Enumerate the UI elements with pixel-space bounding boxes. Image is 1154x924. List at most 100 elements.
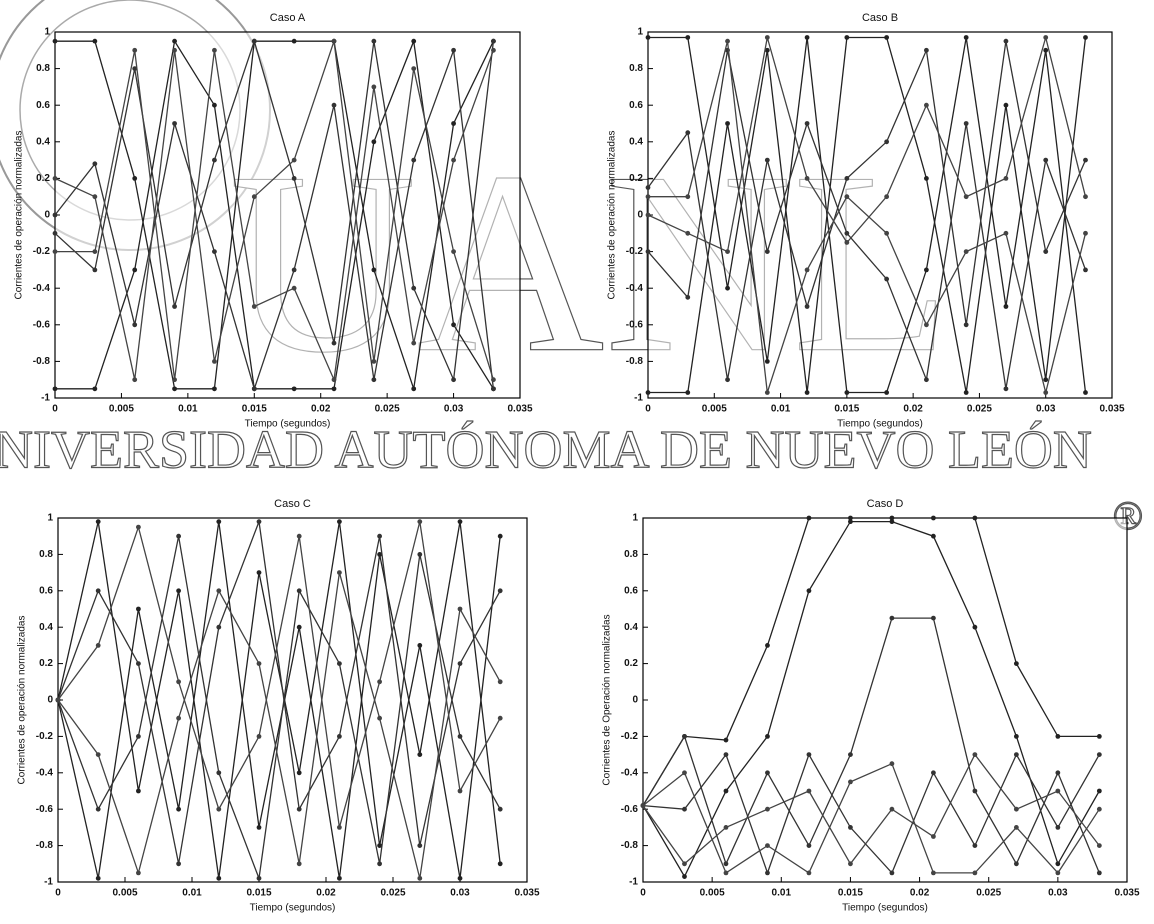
point-marker xyxy=(92,161,98,167)
point-marker xyxy=(645,185,651,190)
y-tick-label: -0.4 xyxy=(621,767,639,778)
point-marker xyxy=(645,35,651,40)
point-marker xyxy=(132,322,138,328)
point-marker xyxy=(972,843,978,848)
point-marker xyxy=(371,377,377,383)
point-marker xyxy=(804,304,810,309)
point-marker xyxy=(963,121,969,126)
point-marker xyxy=(931,834,936,839)
point-marker xyxy=(682,874,687,879)
point-marker xyxy=(256,519,262,525)
point-marker xyxy=(1096,734,1102,739)
point-marker xyxy=(764,390,770,395)
x-axis-label: Tiempo (segundos) xyxy=(250,903,336,914)
x-axis-label: Tiempo (segundos) xyxy=(842,903,928,914)
y-tick-label: -0.8 xyxy=(621,840,639,851)
point-marker xyxy=(337,570,342,575)
point-marker xyxy=(216,806,222,812)
point-marker xyxy=(685,390,691,395)
point-marker xyxy=(251,304,257,309)
point-marker xyxy=(491,47,496,53)
x-axis-label: Tiempo (segundos) xyxy=(837,419,923,430)
y-tick-label: 0.6 xyxy=(39,585,53,596)
x-tick-label: 0.03 xyxy=(1036,404,1056,415)
point-marker xyxy=(92,194,98,200)
point-marker xyxy=(251,386,257,392)
x-tick-label: 0.005 xyxy=(109,404,134,415)
series-line xyxy=(57,521,501,828)
point-marker xyxy=(216,588,222,594)
point-marker xyxy=(972,870,978,876)
point-marker xyxy=(377,861,382,867)
x-tick-label: 0.02 xyxy=(910,888,930,899)
point-marker xyxy=(685,130,691,136)
point-marker xyxy=(291,267,297,273)
point-marker xyxy=(216,519,222,525)
x-tick-label: 0.035 xyxy=(507,404,532,415)
point-marker xyxy=(806,752,812,757)
point-marker xyxy=(725,249,730,255)
point-marker xyxy=(765,843,770,848)
x-tick-label: 0.015 xyxy=(246,888,271,899)
y-tick-label: -1 xyxy=(629,877,638,888)
x-tick-label: 0.025 xyxy=(375,404,400,415)
point-marker xyxy=(1003,230,1009,236)
point-marker xyxy=(172,47,177,53)
point-marker xyxy=(806,788,812,794)
point-marker xyxy=(457,519,463,525)
point-marker xyxy=(723,737,729,743)
point-marker xyxy=(1096,870,1102,876)
plot-area xyxy=(642,517,1128,883)
point-marker xyxy=(251,38,257,44)
y-tick-label: 0.6 xyxy=(624,585,638,596)
point-marker xyxy=(844,230,850,236)
point-marker xyxy=(723,788,729,794)
chart-title: Caso A xyxy=(270,12,306,24)
point-marker xyxy=(132,47,138,53)
y-tick-label: -0.8 xyxy=(36,840,54,851)
point-marker xyxy=(377,533,382,539)
plot-area xyxy=(647,31,1113,399)
y-tick-label: 0.8 xyxy=(629,63,643,74)
point-marker xyxy=(451,322,456,328)
y-tick-label: 0.2 xyxy=(629,173,643,184)
y-tick-label: -0.6 xyxy=(621,804,639,815)
y-tick-label: 0.8 xyxy=(36,63,50,74)
y-tick-label: 0.2 xyxy=(36,173,50,184)
y-tick-label: 0.2 xyxy=(624,658,638,669)
series-line xyxy=(642,617,1100,874)
point-marker xyxy=(451,249,456,255)
point-marker xyxy=(95,752,101,757)
chart-title: Caso C xyxy=(274,498,311,510)
point-marker xyxy=(92,267,98,273)
point-marker xyxy=(804,121,810,126)
y-tick-label: 0.8 xyxy=(624,549,638,560)
point-marker xyxy=(848,861,853,867)
point-marker xyxy=(417,643,423,648)
point-marker xyxy=(371,84,377,90)
series-line xyxy=(57,572,501,879)
y-tick-label: -0.2 xyxy=(36,731,54,742)
watermark-line: NIVERSIDAD AUTÓNOMA DE NUEVO LEÓN xyxy=(0,419,1092,479)
series-line xyxy=(57,536,501,879)
point-marker xyxy=(95,875,101,881)
point-marker xyxy=(682,806,687,812)
point-marker xyxy=(884,35,890,40)
x-tick-label: 0 xyxy=(645,404,651,415)
series-line xyxy=(642,762,1100,874)
x-tick-label: 0.035 xyxy=(514,888,539,899)
point-marker xyxy=(331,386,337,392)
point-marker xyxy=(1055,861,1061,867)
point-marker xyxy=(804,176,810,181)
point-marker xyxy=(844,240,850,245)
point-marker xyxy=(52,249,58,255)
x-tick-label: 0 xyxy=(52,404,58,415)
point-marker xyxy=(172,304,177,309)
point-marker xyxy=(497,715,503,721)
y-tick-label: -1 xyxy=(41,393,50,404)
point-marker xyxy=(1003,38,1009,44)
y-tick-label: 0.4 xyxy=(36,136,50,147)
plot-area xyxy=(57,517,528,883)
point-marker xyxy=(848,825,853,830)
